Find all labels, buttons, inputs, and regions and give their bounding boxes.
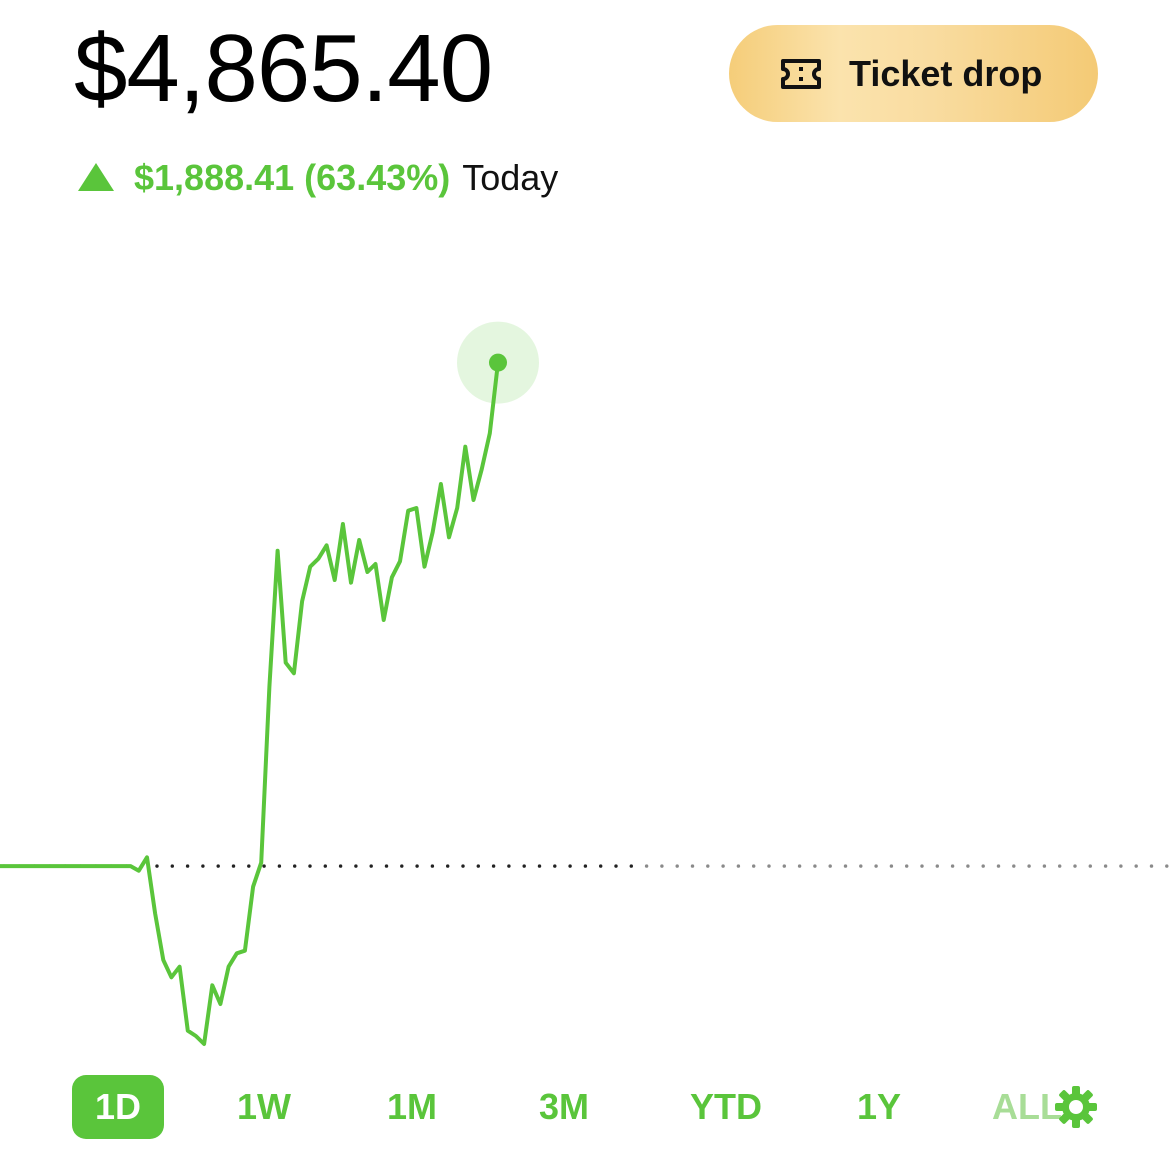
baseline-dot xyxy=(1073,864,1077,868)
baseline-dot xyxy=(231,864,236,868)
baseline-dot xyxy=(736,864,741,868)
baseline-dot xyxy=(797,864,802,868)
change-period: Today xyxy=(462,157,559,198)
baseline-dot xyxy=(216,864,220,868)
baseline-dot xyxy=(905,864,909,868)
range-tab-1m[interactable]: 1M xyxy=(386,1086,437,1127)
price-line xyxy=(0,360,500,1046)
baseline-dot xyxy=(920,864,924,868)
baseline-dot xyxy=(599,864,603,868)
baseline-dot xyxy=(752,864,756,868)
baseline-dot xyxy=(323,864,327,868)
current-price-dot xyxy=(489,353,507,372)
baseline-dot xyxy=(1134,864,1138,868)
baseline-dot xyxy=(155,864,159,868)
baseline-dot xyxy=(1165,864,1169,868)
baseline-dot xyxy=(981,864,985,868)
baseline-dot xyxy=(1058,864,1062,868)
baseline-dot xyxy=(308,864,312,868)
baseline-dot xyxy=(874,864,878,868)
baseline-dot xyxy=(247,864,251,868)
range-tab-1y[interactable]: 1Y xyxy=(856,1086,902,1127)
baseline-dot xyxy=(843,864,848,868)
ticket-drop-button[interactable]: Ticket drop xyxy=(729,25,1098,122)
baseline-dot xyxy=(338,864,343,868)
baseline-dot xyxy=(1042,864,1047,868)
baseline-dot xyxy=(1088,864,1093,868)
baseline-dot xyxy=(859,864,863,868)
range-tab-3m[interactable]: 3M xyxy=(538,1086,589,1127)
time-range-selector: 1D 1W 1M 3M YTD 1Y ALL xyxy=(0,1075,1170,1139)
baseline-dot xyxy=(293,864,297,868)
range-tab-1d[interactable]: 1D xyxy=(72,1075,164,1139)
daily-change: $1,888.41 (63.43%) Today xyxy=(78,153,558,203)
portfolio-balance: $4,865.40 xyxy=(74,15,493,122)
baseline-dot xyxy=(935,864,939,868)
baseline-dot xyxy=(1027,864,1031,868)
baseline-dot xyxy=(1012,864,1016,868)
baseline-dot xyxy=(476,864,480,868)
price-chart[interactable] xyxy=(0,0,1170,1060)
baseline-dot xyxy=(644,864,649,868)
ticket-icon xyxy=(779,58,823,90)
baseline-dot xyxy=(782,864,786,868)
range-tab-ytd[interactable]: YTD xyxy=(690,1086,762,1127)
baseline-dot xyxy=(629,864,633,868)
baseline-dot xyxy=(966,864,970,868)
baseline-dot xyxy=(767,864,771,868)
baseline-dot xyxy=(201,864,205,868)
baseline-dot xyxy=(721,864,725,868)
baseline-dot xyxy=(690,864,695,868)
baseline-dot xyxy=(446,864,450,868)
baseline-dot xyxy=(675,864,679,868)
baseline-dot xyxy=(354,864,358,868)
baseline-dot xyxy=(522,864,526,868)
ticket-drop-label: Ticket drop xyxy=(849,52,1043,94)
baseline-dot xyxy=(430,864,435,868)
baseline-dot xyxy=(950,864,955,868)
baseline-dot xyxy=(507,864,511,868)
baseline-dot xyxy=(537,864,542,868)
baseline-dot xyxy=(889,864,894,868)
baseline-dot xyxy=(277,864,282,868)
baseline-dot xyxy=(706,864,710,868)
baseline-dot xyxy=(1149,864,1154,868)
baseline-dot xyxy=(185,864,190,868)
baseline-dot xyxy=(553,864,557,868)
previous-close-baseline xyxy=(2,864,1169,868)
baseline-dot xyxy=(568,864,572,868)
up-triangle-icon xyxy=(78,163,114,191)
baseline-dot xyxy=(461,864,465,868)
baseline-dot xyxy=(170,864,174,868)
baseline-dot xyxy=(369,864,373,868)
baseline-dot xyxy=(262,864,266,868)
baseline-dot xyxy=(660,864,664,868)
baseline-dot xyxy=(415,864,419,868)
baseline-dot xyxy=(400,864,404,868)
range-tab-1w[interactable]: 1W xyxy=(237,1086,291,1127)
baseline-dot xyxy=(384,864,389,868)
baseline-dot xyxy=(996,864,1001,868)
baseline-dot xyxy=(813,864,817,868)
baseline-dot xyxy=(614,864,618,868)
range-tab-all[interactable]: ALL xyxy=(992,1086,1062,1127)
baseline-dot xyxy=(1119,864,1123,868)
baseline-dot xyxy=(828,864,832,868)
baseline-dot xyxy=(583,864,588,868)
change-value: $1,888.41 (63.43%) xyxy=(134,157,451,198)
baseline-dot xyxy=(1103,864,1108,868)
gear-icon[interactable] xyxy=(1054,1085,1098,1129)
baseline-dot xyxy=(491,864,496,868)
